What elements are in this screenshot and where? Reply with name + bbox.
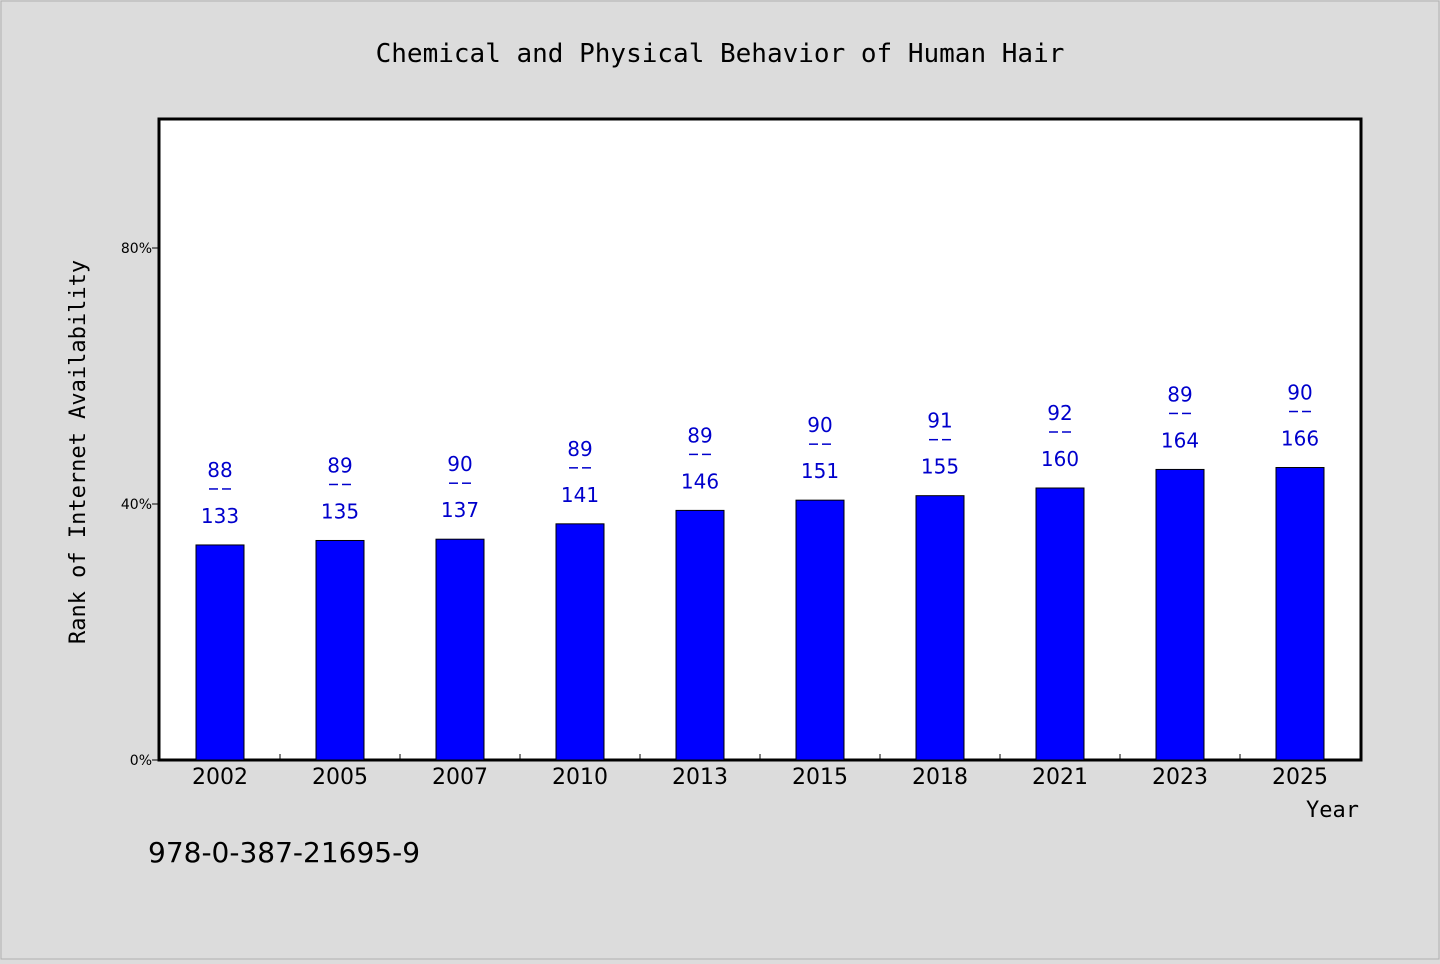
data-label-denominator: 135 xyxy=(321,499,359,523)
data-label-denominator: 166 xyxy=(1281,427,1319,451)
data-label-denominator: 137 xyxy=(441,498,479,522)
y-axis: 0% 40% 80% xyxy=(121,241,160,769)
bar-series xyxy=(195,467,1325,761)
y-axis-label: Rank of Internet Availability xyxy=(66,260,91,644)
data-label-denominator: 133 xyxy=(201,504,239,528)
data-label-numerator: 90 xyxy=(1287,381,1312,405)
y-tick-label: 0% xyxy=(130,753,152,769)
bar xyxy=(315,539,365,761)
x-tick-label: 2005 xyxy=(312,765,368,790)
x-tick-label: 2018 xyxy=(912,765,968,790)
x-tick-label: 2023 xyxy=(1152,765,1208,790)
data-label-numerator: 89 xyxy=(327,453,352,477)
x-tick-label: 2021 xyxy=(1032,765,1088,790)
data-label-denominator: 164 xyxy=(1161,428,1199,452)
footnote-isbn: 978-0-387-21695-9 xyxy=(148,836,420,869)
data-labels: 133 88 135 89 137 90 141 89 146 89 151 90 155 91 160 92… xyxy=(201,381,1319,528)
data-label-numerator: 89 xyxy=(567,437,592,461)
x-tick-label: 2013 xyxy=(672,765,728,790)
x-tick-label: 2025 xyxy=(1272,765,1328,790)
data-label-denominator: 160 xyxy=(1041,447,1079,471)
data-label-numerator: 91 xyxy=(927,409,952,433)
bar xyxy=(195,544,245,761)
bar xyxy=(435,538,485,761)
data-label-denominator: 151 xyxy=(801,459,839,483)
data-label-denominator: 155 xyxy=(921,455,959,479)
y-tick-label: 40% xyxy=(121,497,152,513)
data-label-denominator: 146 xyxy=(681,469,719,493)
bar xyxy=(795,499,845,761)
x-tick-label: 2007 xyxy=(432,765,488,790)
x-tick-label: 2010 xyxy=(552,765,608,790)
data-label-numerator: 89 xyxy=(1167,382,1192,406)
data-label-numerator: 92 xyxy=(1047,401,1072,425)
x-axis: 2002 2005 2007 2010 2013 2015 2018 2021 2023 2025 xyxy=(192,754,1328,790)
bar xyxy=(1155,468,1205,761)
bar xyxy=(1035,487,1085,761)
data-label-denominator: 141 xyxy=(561,483,599,507)
bar xyxy=(675,509,725,761)
x-tick-label: 2002 xyxy=(192,765,248,790)
data-label-numerator: 90 xyxy=(807,413,832,437)
x-axis-label: Year xyxy=(1306,798,1359,823)
data-label-numerator: 90 xyxy=(447,452,472,476)
data-label-numerator: 88 xyxy=(207,458,232,482)
y-tick-label: 80% xyxy=(121,241,152,257)
data-label-numerator: 89 xyxy=(687,423,712,447)
x-tick-label: 2015 xyxy=(792,765,848,790)
bar xyxy=(915,495,965,761)
bar xyxy=(555,523,605,761)
chart-title: Chemical and Physical Behavior of Human … xyxy=(376,39,1065,69)
bar xyxy=(1275,467,1325,761)
